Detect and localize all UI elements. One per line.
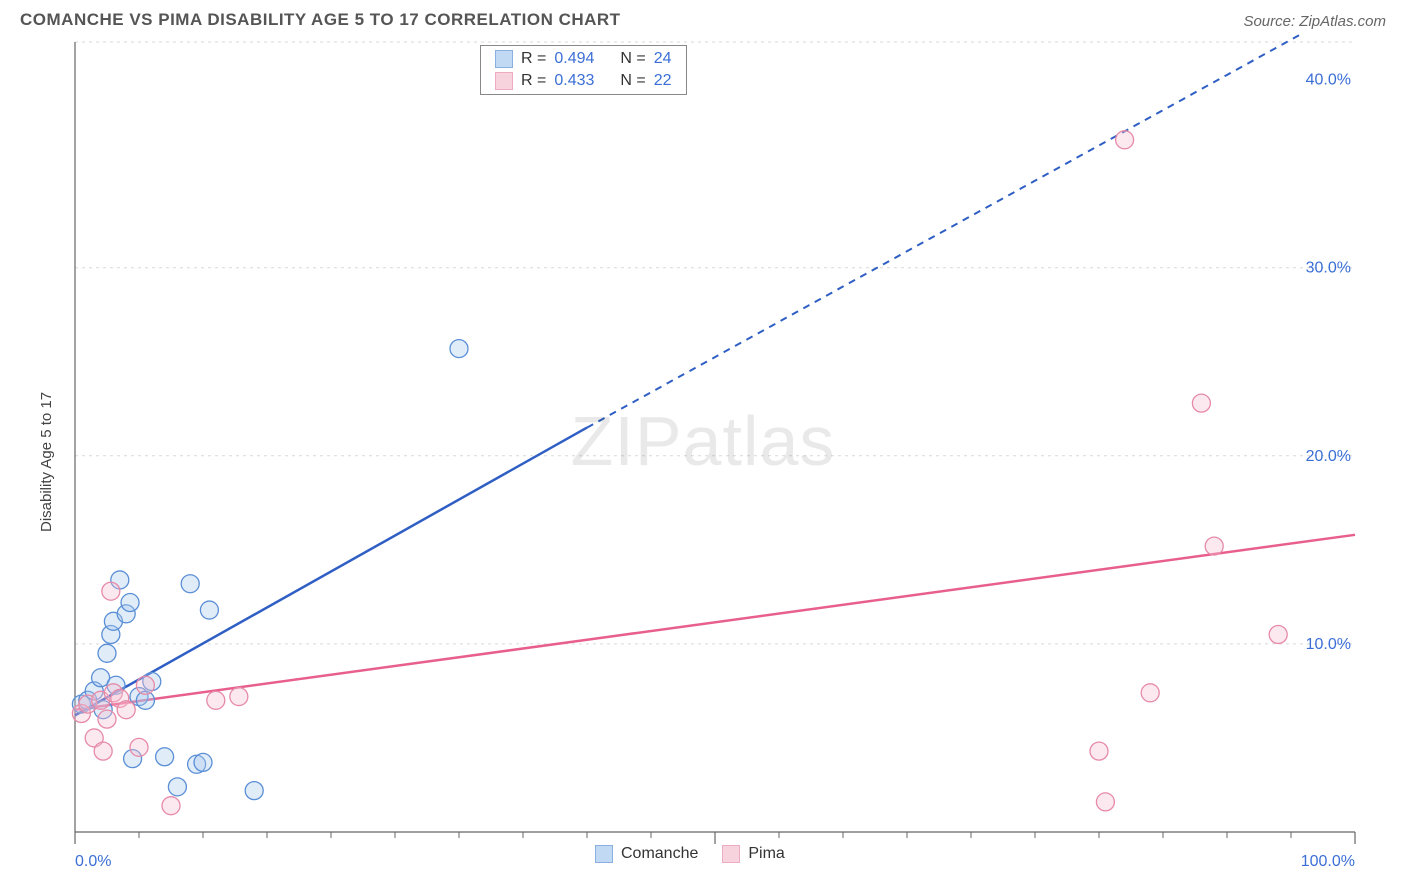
svg-text:30.0%: 30.0% (1306, 260, 1351, 277)
stat-n-label: N = (620, 72, 645, 90)
legend-swatch (595, 845, 613, 863)
series-name: Comanche (621, 845, 698, 863)
stat-r-label: R = (521, 72, 546, 90)
scatter-chart: 0.0% 100.0% 10.0% 20.0% 30.0% 40.0% (20, 34, 1385, 882)
chart-title: COMANCHE VS PIMA DISABILITY AGE 5 TO 17 … (20, 10, 621, 30)
chart-container: 0.0%100.0%10.0%20.0%30.0%40.0% ZIPatlas … (20, 34, 1386, 882)
stat-n-value: 22 (654, 72, 672, 90)
svg-text:10.0%: 10.0% (1306, 636, 1351, 653)
svg-text:0.0%: 0.0% (75, 853, 111, 870)
series-legend-item: Comanche (595, 845, 698, 863)
legend-swatch (722, 845, 740, 863)
stat-n-label: N = (620, 50, 645, 68)
stat-n-value: 24 (654, 50, 672, 68)
stat-r-value: 0.494 (554, 50, 594, 68)
svg-text:20.0%: 20.0% (1306, 448, 1351, 465)
legend-swatch (495, 50, 513, 68)
series-name: Pima (748, 845, 784, 863)
series-legend: Comanche Pima (595, 845, 785, 863)
source-label: Source: ZipAtlas.com (1243, 13, 1386, 30)
stat-r-label: R = (521, 50, 546, 68)
stats-legend-row: R = 0.433 N = 22 (481, 70, 686, 92)
svg-text:40.0%: 40.0% (1306, 72, 1351, 89)
series-legend-item: Pima (722, 845, 784, 863)
stats-legend-row: R = 0.494 N = 24 (481, 48, 686, 70)
stat-r-value: 0.433 (554, 72, 594, 90)
legend-swatch (495, 72, 513, 90)
stats-legend: R = 0.494 N = 24 R = 0.433 N = 22 (480, 45, 687, 95)
svg-text:100.0%: 100.0% (1301, 853, 1355, 870)
y-axis-label: Disability Age 5 to 17 (38, 392, 55, 532)
